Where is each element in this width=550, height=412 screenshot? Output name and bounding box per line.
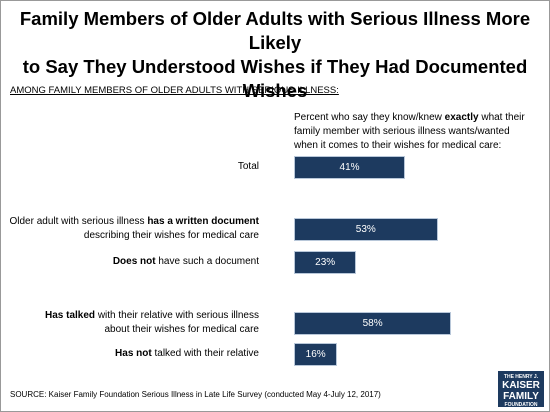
- title-line: to Say They Understood Wishes if They Ha…: [22, 56, 528, 101]
- text-segment: talked with their relative: [151, 348, 259, 359]
- logo-text: FAMILY: [503, 391, 539, 402]
- subtitle: AMONG FAMILY MEMBERS OF OLDER ADULTS WIT…: [10, 85, 339, 96]
- category-label: Has talked with their relative with seri…: [1, 309, 259, 337]
- category-label: Total: [1, 160, 259, 174]
- bar: 23%: [294, 250, 357, 274]
- text-line: about their wishes for medical care: [1, 323, 259, 337]
- text-segment: what their: [478, 112, 525, 123]
- logo-text: KAISER: [502, 380, 540, 391]
- category-label: Does not have such a document: [1, 255, 259, 269]
- value-label: 16%: [305, 348, 326, 360]
- text-line: Has talked with their relative with seri…: [1, 309, 259, 323]
- text-segment: when it comes to their wishes for medica…: [294, 140, 502, 151]
- text-line: when it comes to their wishes for medica…: [294, 139, 525, 153]
- text-segment: Percent who say they know/knew: [294, 112, 445, 123]
- text-line: describing their wishes for medical care: [1, 229, 259, 243]
- text-segment: Has talked: [45, 310, 96, 321]
- bar: 41%: [294, 155, 406, 179]
- text-segment: have such a document: [155, 256, 259, 267]
- value-label: 53%: [355, 223, 376, 235]
- text-segment: Does not: [112, 256, 156, 267]
- text-segment: exactly: [444, 112, 479, 123]
- text-segment: family member with serious illness wants…: [294, 126, 510, 137]
- chart-title: Family Members of Older Adults with Seri…: [1, 7, 549, 103]
- text-segment: Older adult with serious illness: [9, 216, 148, 227]
- bar: 53%: [294, 217, 438, 241]
- text-segment: with their relative with serious illness: [95, 310, 259, 321]
- text-line: Total: [1, 160, 259, 174]
- text-line: Has not talked with their relative: [1, 347, 259, 361]
- source: SOURCE: Kaiser Family Foundation Serious…: [10, 390, 381, 399]
- value-axis-label: Percent who say they know/knew exactly w…: [294, 111, 525, 153]
- text-line: Percent who say they know/knew exactly w…: [294, 111, 525, 125]
- value-label: 23%: [315, 256, 336, 268]
- bar: 16%: [294, 342, 338, 366]
- logo-text: FOUNDATION: [504, 402, 538, 408]
- text-segment: has a written document: [147, 216, 259, 227]
- value-label: 58%: [362, 317, 383, 329]
- title-line: Family Members of Older Adults with Seri…: [19, 8, 531, 53]
- logo: THE HENRY J. KAISER FAMILY FOUNDATION: [498, 371, 544, 408]
- text-segment: Has not: [115, 348, 152, 359]
- text-segment: describing their wishes for medical care: [83, 230, 259, 241]
- category-label: Older adult with serious illness has a w…: [1, 215, 259, 243]
- text-line: family member with serious illness wants…: [294, 125, 525, 139]
- value-label: 41%: [339, 161, 360, 173]
- bar: 58%: [294, 311, 452, 335]
- text-segment: Total: [237, 161, 259, 172]
- text-segment: about their wishes for medical care: [104, 324, 259, 335]
- category-label: Has not talked with their relative: [1, 347, 259, 361]
- logo-text: THE HENRY J.: [503, 374, 539, 380]
- text-line: Does not have such a document: [1, 255, 259, 269]
- text-line: Older adult with serious illness has a w…: [1, 215, 259, 229]
